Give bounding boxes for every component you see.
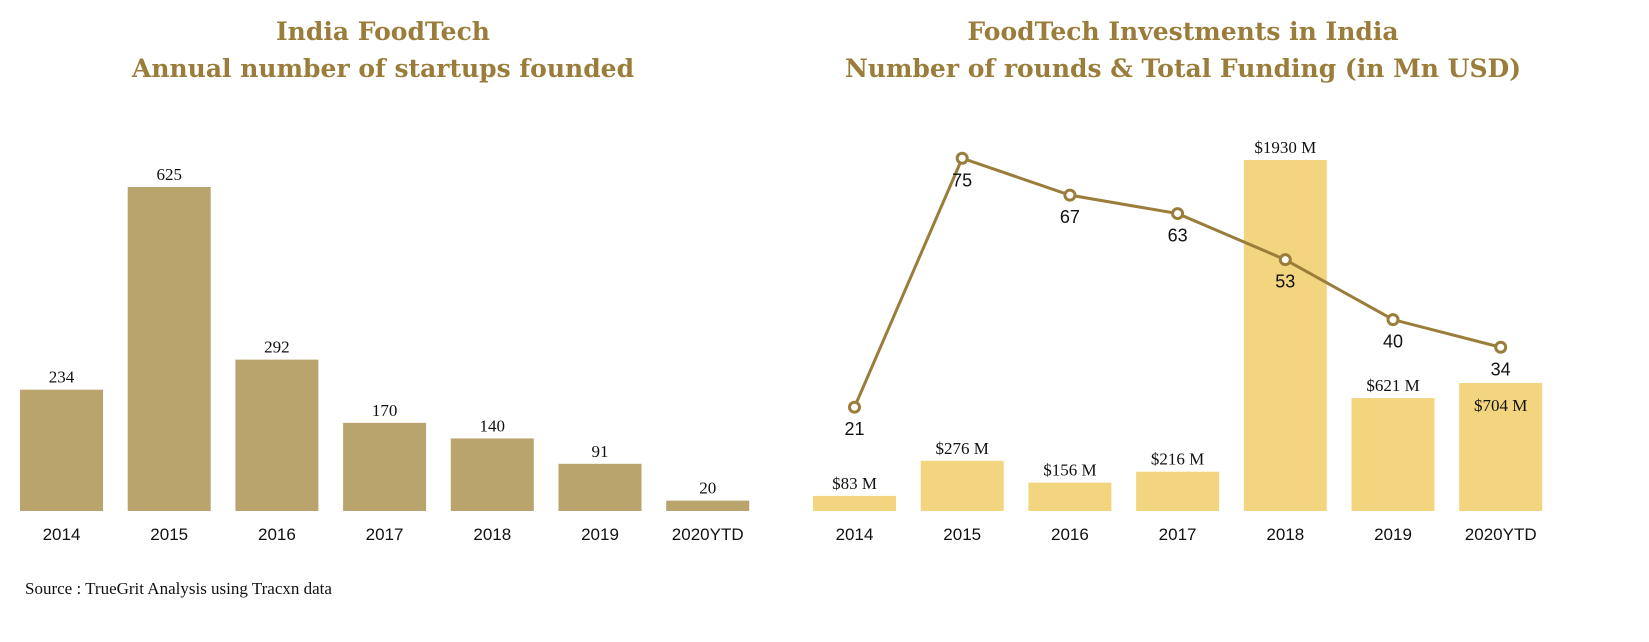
right-chart: FoodTech Investments in India Number of … bbox=[813, 17, 1543, 544]
right-chart-title-line2: Number of rounds & Total Funding (in Mn … bbox=[845, 54, 1521, 83]
rounds-point-2015 bbox=[955, 151, 969, 165]
funding-bar-2014 bbox=[813, 495, 896, 511]
funding-bar-2018 bbox=[1243, 160, 1327, 511]
bar-2015 bbox=[127, 187, 211, 511]
rounds-label-2017: 63 bbox=[1168, 226, 1188, 246]
bar-label-2018: 140 bbox=[480, 416, 506, 435]
funding-label-2020YTD: $704 M bbox=[1474, 396, 1527, 415]
bar-label-2020YTD: 20 bbox=[699, 479, 716, 498]
funding-label-2014: $83 M bbox=[832, 474, 877, 493]
left-chart-title-line1: India FoodTech bbox=[276, 17, 490, 46]
x-tick-2014: 2014 bbox=[43, 525, 81, 544]
left-chart: India FoodTech Annual number of startups… bbox=[20, 17, 750, 544]
rounds-point-2014 bbox=[848, 400, 861, 414]
funding-bar-2017 bbox=[1136, 471, 1220, 511]
funding-bar-2019 bbox=[1351, 398, 1435, 511]
bar-label-2016: 292 bbox=[264, 338, 290, 357]
bar-2014 bbox=[20, 389, 103, 511]
bar-label-2019: 91 bbox=[592, 442, 609, 461]
funding-label-2015: $276 M bbox=[936, 439, 989, 458]
x-tick-2017: 2017 bbox=[1159, 525, 1197, 544]
funding-label-2016: $156 M bbox=[1043, 461, 1096, 480]
x-tick-2016: 2016 bbox=[1051, 525, 1089, 544]
bar-label-2017: 170 bbox=[372, 401, 398, 420]
bar-2017 bbox=[343, 422, 427, 511]
funding-label-2018: $1930 M bbox=[1254, 138, 1316, 157]
funding-label-2017: $216 M bbox=[1151, 450, 1204, 469]
x-tick-2019: 2019 bbox=[581, 525, 619, 544]
right-chart-title-line1: FoodTech Investments in India bbox=[967, 17, 1398, 46]
rounds-point-2017 bbox=[1171, 207, 1185, 221]
rounds-label-2016: 67 bbox=[1060, 207, 1080, 227]
rounds-point-2020YTD bbox=[1494, 340, 1508, 354]
rounds-label-2018: 53 bbox=[1275, 272, 1295, 292]
bar-label-2014: 234 bbox=[49, 368, 75, 387]
x-tick-2015: 2015 bbox=[943, 525, 981, 544]
bar-2018 bbox=[450, 438, 534, 511]
rounds-line bbox=[853, 156, 1502, 408]
x-tick-2017: 2017 bbox=[366, 525, 404, 544]
funding-bar-2015 bbox=[920, 460, 1004, 511]
rounds-label-2015: 75 bbox=[952, 170, 972, 190]
x-tick-2020YTD: 2020YTD bbox=[672, 525, 744, 544]
rounds-point-2016 bbox=[1063, 188, 1077, 202]
rounds-label-2019: 40 bbox=[1383, 332, 1403, 352]
rounds-label-2020YTD: 34 bbox=[1491, 359, 1511, 379]
bar-2019 bbox=[558, 463, 642, 511]
x-tick-2014: 2014 bbox=[836, 525, 874, 544]
bar-2016 bbox=[235, 359, 319, 511]
funding-bar-2016 bbox=[1028, 482, 1112, 511]
rounds-point-2019 bbox=[1386, 313, 1400, 327]
source-note: Source : TrueGrit Analysis using Tracxn … bbox=[25, 579, 332, 598]
x-tick-2020YTD: 2020YTD bbox=[1465, 525, 1537, 544]
rounds-point-2018 bbox=[1278, 253, 1292, 267]
funding-bar-2020YTD bbox=[1459, 382, 1543, 511]
x-tick-2018: 2018 bbox=[473, 525, 511, 544]
left-chart-title-line2: Annual number of startups founded bbox=[131, 54, 634, 83]
funding-label-2019: $621 M bbox=[1366, 376, 1419, 395]
rounds-label-2014: 21 bbox=[844, 419, 864, 439]
x-tick-2015: 2015 bbox=[150, 525, 188, 544]
bar-label-2015: 625 bbox=[156, 165, 182, 184]
x-tick-2016: 2016 bbox=[258, 525, 296, 544]
bar-2020YTD bbox=[666, 500, 750, 511]
x-tick-2019: 2019 bbox=[1374, 525, 1412, 544]
x-tick-2018: 2018 bbox=[1266, 525, 1304, 544]
